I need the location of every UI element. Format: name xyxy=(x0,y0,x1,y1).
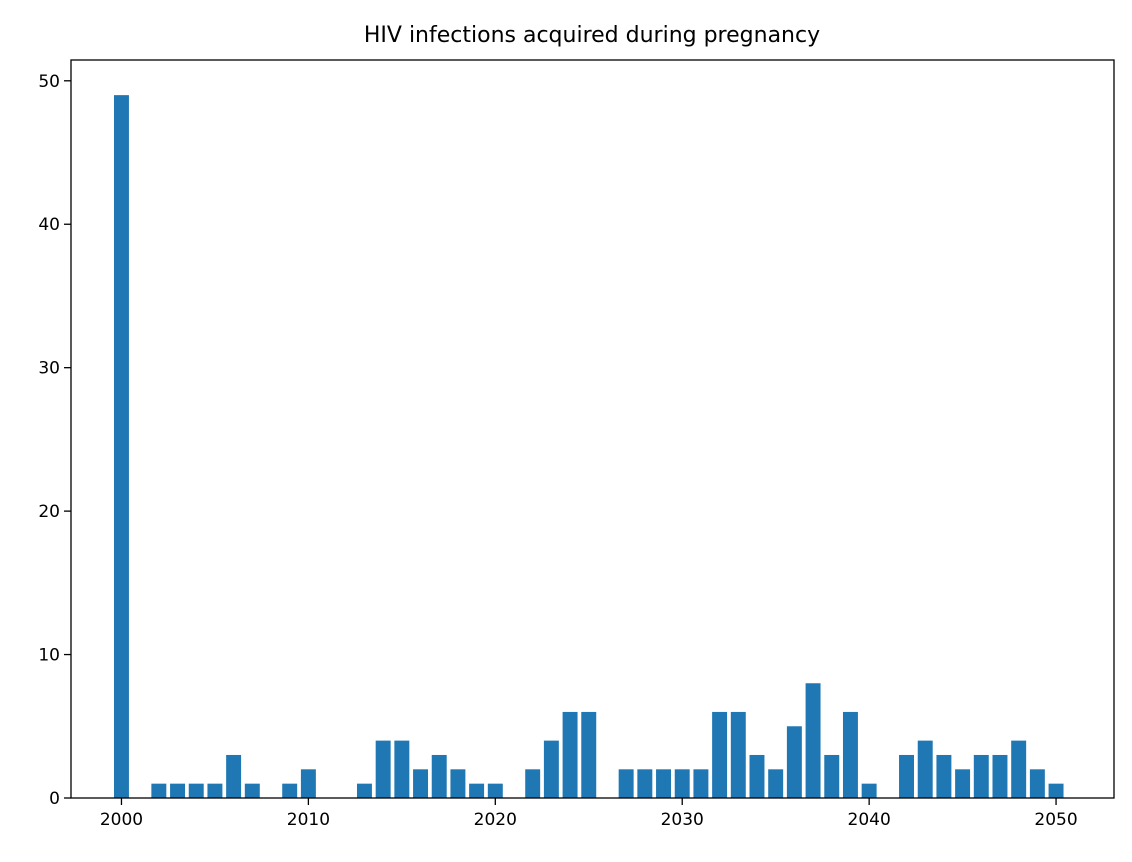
bar-2004 xyxy=(188,783,204,798)
bar-2035 xyxy=(768,769,784,798)
bar-2028 xyxy=(637,769,653,798)
y-tick-label: 10 xyxy=(38,646,60,666)
bar-2025 xyxy=(581,711,597,798)
bar-2036 xyxy=(786,726,802,798)
bar-2047 xyxy=(992,754,1008,798)
bar-2031 xyxy=(693,769,709,798)
x-tick-label: 2000 xyxy=(100,810,143,830)
y-tick-label: 20 xyxy=(38,502,60,522)
bar-2024 xyxy=(562,711,578,798)
bar-2023 xyxy=(543,740,559,798)
bar-2027 xyxy=(618,769,634,798)
plot-area-frame xyxy=(70,59,1115,799)
bar-2016 xyxy=(413,769,429,798)
bar-2037 xyxy=(805,683,821,798)
bars-group xyxy=(113,95,1064,798)
chart-title: HIV infections acquired during pregnancy xyxy=(364,23,820,48)
bar-2034 xyxy=(749,754,765,798)
bar-2049 xyxy=(1029,769,1045,798)
bar-2005 xyxy=(207,783,223,798)
bar-2020 xyxy=(487,783,503,798)
bar-2043 xyxy=(917,740,933,798)
bar-2048 xyxy=(1011,740,1027,798)
bar-2039 xyxy=(842,711,858,798)
bar-2010 xyxy=(300,769,316,798)
x-axis-ticks: 2000 2010 2020 2030 2040 2050 xyxy=(100,798,1078,830)
bar-2030 xyxy=(674,769,690,798)
bar-2006 xyxy=(226,754,242,798)
y-tick-label: 0 xyxy=(49,789,60,809)
bar-2009 xyxy=(282,783,298,798)
bar-2017 xyxy=(431,754,447,798)
bar-2038 xyxy=(824,754,840,798)
bar-2050 xyxy=(1048,783,1064,798)
bar-2003 xyxy=(170,783,186,798)
bar-2029 xyxy=(656,769,671,798)
bar-2042 xyxy=(899,754,914,798)
bar-2013 xyxy=(356,783,372,798)
bar-2022 xyxy=(525,769,541,798)
y-tick-label: 50 xyxy=(38,72,60,92)
bar-2032 xyxy=(712,711,728,798)
x-tick-label: 2010 xyxy=(287,810,330,830)
x-tick-label: 2020 xyxy=(474,810,517,830)
bar-2033 xyxy=(730,711,746,798)
y-tick-label: 40 xyxy=(38,215,60,235)
y-axis-ticks: 0 10 20 30 40 50 xyxy=(38,72,71,809)
x-tick-label: 2040 xyxy=(848,810,891,830)
x-tick-label: 2030 xyxy=(661,810,704,830)
bar-2018 xyxy=(450,769,466,798)
bar-2002 xyxy=(151,783,167,798)
bar-2000 xyxy=(113,95,129,798)
x-tick-label: 2050 xyxy=(1034,810,1077,830)
bar-2019 xyxy=(469,783,485,798)
y-tick-label: 30 xyxy=(38,359,60,379)
bar-2014 xyxy=(375,740,391,798)
bar-2015 xyxy=(394,740,410,798)
bar-2007 xyxy=(244,783,260,798)
bar-2044 xyxy=(936,754,952,798)
bar-2045 xyxy=(955,769,971,798)
bar-2046 xyxy=(973,754,989,798)
bar-2040 xyxy=(861,783,877,798)
